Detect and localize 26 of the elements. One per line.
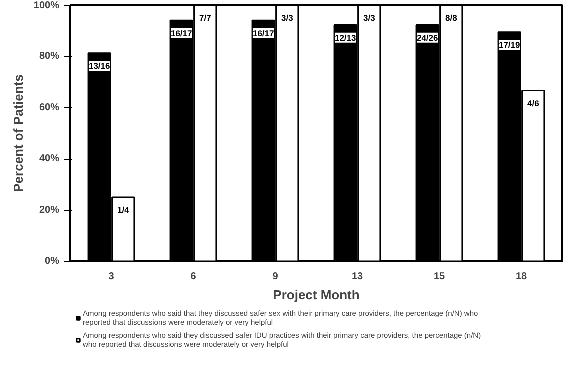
annotation: 12/13 [334,32,357,43]
x-tick-label: 18 [516,272,528,282]
annotation: 24/26 [416,32,439,43]
y-tick-label: 40% [39,154,60,165]
y-tick-label: 100% [34,0,60,12]
annotation: 3/3 [363,13,376,24]
x-tick-label: 3 [108,272,115,282]
annotation: 8/8 [445,13,458,24]
y-tick-label: 80% [39,51,60,62]
x-tick-label: 6 [190,272,197,282]
x-tick-label: 15 [434,272,446,282]
annotation: 13/16 [88,61,111,72]
annotation: 1/4 [117,205,130,216]
y-tick-label: 60% [39,102,60,114]
annotation: 3/3 [281,13,294,24]
y-axis-title: Percent of Patients [10,74,26,192]
annotation: 16/17 [170,28,193,38]
x-tick-label: 9 [272,272,279,282]
x-tick-label: 13 [352,272,364,282]
annotation: 17/19 [498,40,521,50]
annotation: 16/17 [252,28,275,38]
y-tick-label: 20% [39,204,60,216]
x-axis-title: Project Month [273,288,360,302]
annotation: 7/7 [199,13,212,24]
annotation: 4/6 [527,98,540,108]
y-tick-label: 0% [45,256,60,267]
